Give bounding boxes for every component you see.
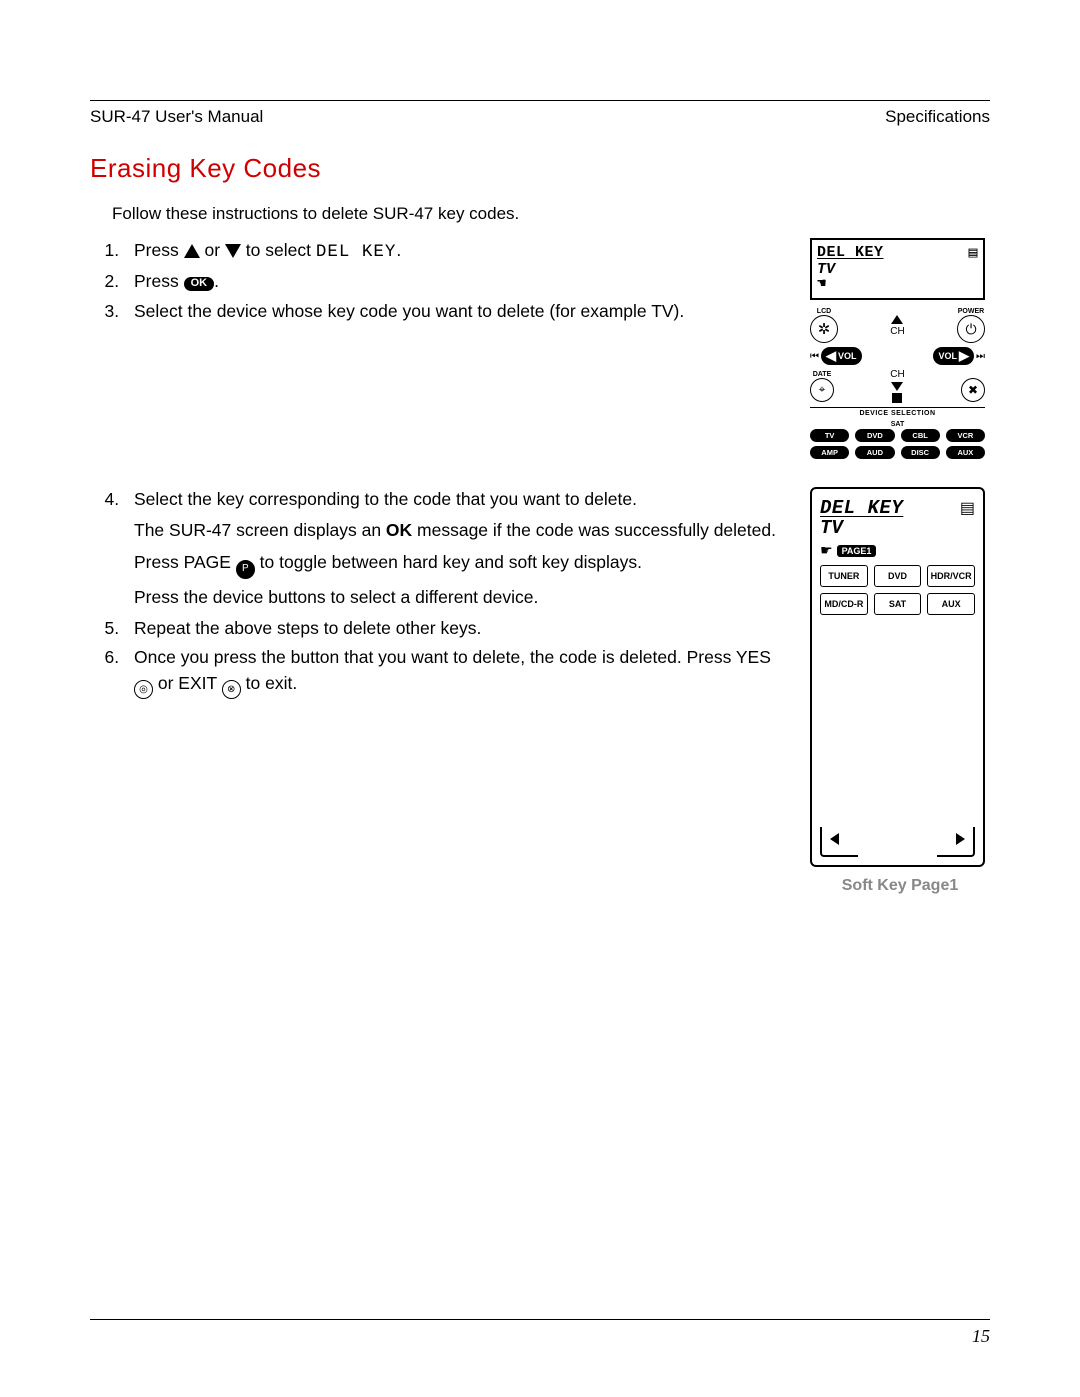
device-selection: DEVICE SELECTION SAT TV DVD CBL VCR AMP … (810, 407, 985, 459)
step-5: Repeat the above steps to delete other k… (124, 616, 782, 641)
lcd-title: DEL KEY (817, 244, 884, 261)
lcd2-title: DEL KEY (820, 497, 903, 519)
vol-down-pill: ◀VOL (821, 347, 862, 365)
soft-key: AUX (927, 593, 975, 615)
step-1: Press or to select DEL KEY. (124, 238, 782, 265)
soft-key: SAT (874, 593, 922, 615)
step-3: Select the device whose key code you wan… (124, 299, 782, 324)
step-4: Select the key corresponding to the code… (124, 487, 782, 610)
t: Press PAGE (134, 552, 236, 572)
soft-key-grid: TUNER DVD HDR/VCR MD/CD-R SAT AUX (820, 565, 975, 615)
down-arrow-icon (225, 244, 241, 258)
device-btn: AUX (946, 446, 985, 459)
date-icon: ⌖ (810, 378, 834, 402)
soft-key: HDR/VCR (927, 565, 975, 587)
step-1-text4: . (396, 240, 401, 260)
step-4-text: Select the key corresponding to the code… (134, 489, 637, 509)
device-btn: DVD (855, 429, 894, 442)
mute-icon: ✖ (961, 378, 985, 402)
ch-label: CH (890, 326, 904, 337)
page-icon: P (236, 560, 255, 579)
figure-2-caption: Soft Key Page1 (810, 877, 990, 895)
figure-2: DEL KEY ▤ TV ☚ PAGE1 TUNER DVD HDR/VCR M… (810, 487, 990, 895)
prev-icon: ⏮ (810, 351, 819, 362)
vol-up-pill: VOL▶ (933, 347, 974, 365)
lcd-gear-icon: ✲ (810, 315, 838, 343)
figure-1: DEL KEY ▤ TV ☚ LCD ✲ CH (810, 238, 990, 459)
exit-icon: ⊗ (222, 680, 241, 699)
t: The SUR-47 screen displays an (134, 520, 386, 540)
device-btn: AUD (855, 446, 894, 459)
sat-label: SAT (810, 421, 985, 428)
steps-col-b: Select the key corresponding to the code… (90, 487, 782, 707)
footer-rule (90, 1319, 990, 1320)
spacer (961, 371, 985, 378)
ch-up-icon (891, 315, 903, 324)
soft-key: TUNER (820, 565, 868, 587)
date-label: DATE (810, 371, 834, 378)
device-btn: DISC (901, 446, 940, 459)
lcd-label: LCD (810, 308, 838, 315)
up-arrow-icon (184, 244, 200, 258)
doc-icon: ▤ (960, 498, 975, 518)
t: to toggle between hard key and soft key … (260, 552, 642, 572)
doc-icon: ▤ (968, 243, 978, 262)
t: Once you press the button that you want … (134, 647, 771, 667)
ok-bold: OK (386, 520, 412, 540)
running-header: SUR-47 User's Manual Specifications (90, 107, 990, 127)
t: message if the code was successfully del… (412, 520, 776, 540)
step-1-text3: to select (246, 240, 316, 260)
page1-pill: PAGE1 (837, 545, 877, 557)
t: to exit. (246, 673, 298, 693)
t: or EXIT (158, 673, 222, 693)
device-btn: TV (810, 429, 849, 442)
block-1: Press or to select DEL KEY. Press OK. Se… (90, 238, 990, 459)
ch-down-icon (891, 382, 903, 391)
next-page-corner (937, 827, 975, 857)
del-key-code: DEL KEY (316, 242, 397, 262)
step-4-p3: Press the device buttons to select a dif… (134, 585, 782, 610)
step-2-text: Press (134, 271, 184, 291)
remote-diagram: DEL KEY ▤ TV ☚ LCD ✲ CH (810, 238, 985, 459)
step-2: Press OK. (124, 269, 782, 294)
step-4-p1: The SUR-47 screen displays an OK message… (134, 518, 782, 543)
page-footer: 15 (90, 1319, 990, 1347)
lcd2-sub: TV (820, 519, 975, 538)
stop-icon (892, 393, 902, 403)
yes-icon: ◎ (134, 680, 153, 699)
soft-key: DVD (874, 565, 922, 587)
header-left: SUR-47 User's Manual (90, 107, 263, 127)
soft-key: MD/CD-R (820, 593, 868, 615)
softkey-screen: DEL KEY ▤ TV ☚ PAGE1 TUNER DVD HDR/VCR M… (810, 487, 985, 867)
prev-page-corner (820, 827, 858, 857)
next-icon: ⏭ (976, 351, 985, 362)
step-2-text2: . (214, 271, 219, 291)
intro-text: Follow these instructions to delete SUR-… (112, 204, 990, 224)
step-1-text2: or (204, 240, 224, 260)
ok-button-icon: OK (184, 277, 215, 291)
manual-page: SUR-47 User's Manual Specifications Eras… (0, 0, 1080, 1397)
block-2: Select the key corresponding to the code… (90, 487, 990, 895)
device-selection-label: DEVICE SELECTION (810, 410, 985, 417)
header-rule (90, 100, 990, 101)
ch-label-2: CH (890, 369, 904, 380)
hand-icon: ☚ (817, 277, 978, 292)
step-1-text: Press (134, 240, 184, 260)
power-label: POWER (957, 308, 985, 315)
step-6: Once you press the button that you want … (124, 645, 782, 699)
step-4-p2: Press PAGE P to toggle between hard key … (134, 550, 782, 579)
section-title: Erasing Key Codes (90, 153, 990, 184)
steps-list-a: Press or to select DEL KEY. Press OK. Se… (90, 238, 782, 324)
device-btn: CBL (901, 429, 940, 442)
device-btn: VCR (946, 429, 985, 442)
power-icon: ⏻ (957, 315, 985, 343)
hand-icon: ☚ (820, 542, 833, 559)
lcd-screen: DEL KEY ▤ TV ☚ (810, 238, 985, 300)
device-btn: AMP (810, 446, 849, 459)
lcd-subtitle: TV (817, 262, 978, 277)
steps-col-a: Press or to select DEL KEY. Press OK. Se… (90, 238, 782, 332)
header-right: Specifications (885, 107, 990, 127)
steps-list-b: Select the key corresponding to the code… (90, 487, 782, 699)
page-number: 15 (90, 1326, 990, 1347)
